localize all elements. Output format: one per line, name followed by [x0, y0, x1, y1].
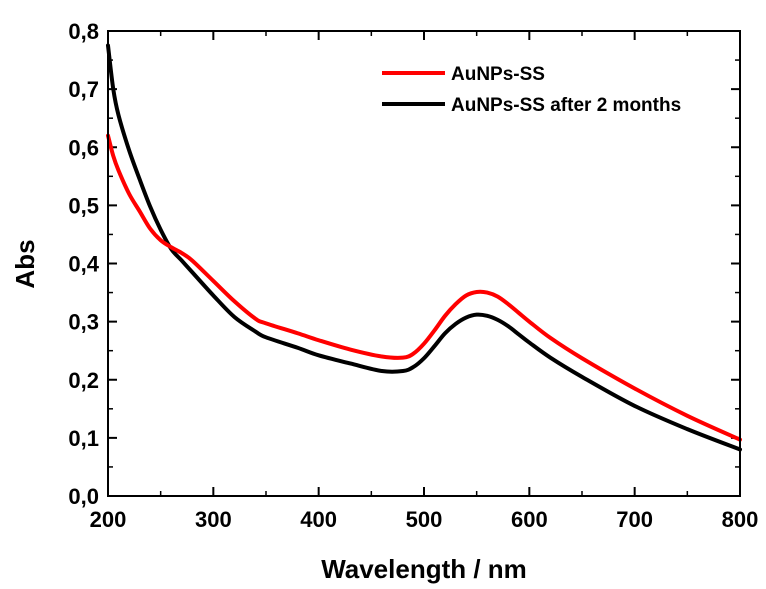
- x-tick-label: 600: [511, 507, 548, 532]
- legend-label: AuNPs-SS after 2 months: [451, 95, 681, 116]
- x-tick-label: 300: [195, 507, 232, 532]
- legend: AuNPs-SS AuNPs-SS after 2 months: [382, 64, 681, 116]
- y-tick-label: 0,4: [68, 252, 99, 277]
- plot-frame: [107, 30, 741, 497]
- y-tick-label: 0,8: [68, 19, 99, 44]
- legend-label: AuNPs-SS: [451, 64, 545, 85]
- x-tick-label: 500: [406, 507, 443, 532]
- y-tick-label: 0,0: [68, 484, 99, 509]
- x-tick-labels: 200 300 400 500 600 700 800: [90, 507, 759, 532]
- series-layer: [106, 43, 742, 452]
- y-tick-label: 0,5: [68, 193, 99, 218]
- y-axis-title: Abs: [10, 239, 40, 288]
- y-tick-label: 0,2: [68, 368, 99, 393]
- x-tick-label: 700: [616, 507, 653, 532]
- y-tick-labels: 0,0 0,1 0,2 0,3 0,4 0,5 0,6 0,7 0,8: [68, 19, 99, 509]
- y-tick-label: 0,1: [68, 426, 99, 451]
- y-tick-label: 0,3: [68, 310, 99, 335]
- y-tick-label: 0,6: [68, 135, 99, 160]
- x-tick-label: 400: [300, 507, 337, 532]
- y-tick-label: 0,7: [68, 77, 99, 102]
- series-line-aunps-ss: [106, 133, 742, 442]
- x-tick-label: 800: [722, 507, 759, 532]
- series-line-aunps-ss-after-2-months: [106, 43, 742, 452]
- x-axis-title: Wavelength / nm: [321, 554, 527, 584]
- x-tick-label: 200: [90, 507, 127, 532]
